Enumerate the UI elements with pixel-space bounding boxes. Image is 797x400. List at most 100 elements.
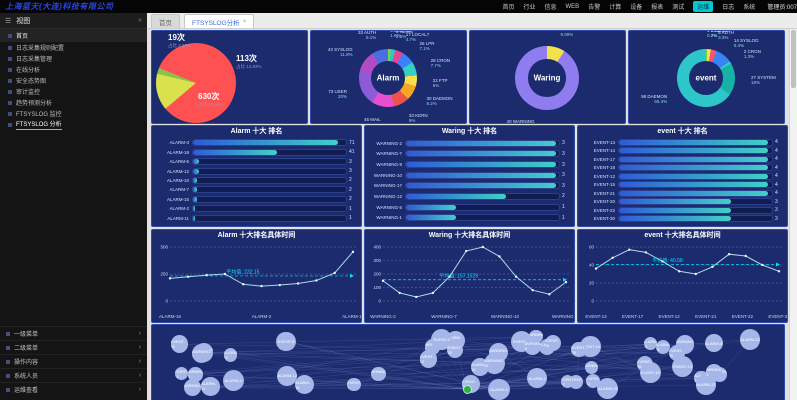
graph-node[interactable]: WARNING-20 — [188, 367, 203, 382]
bullet-icon — [8, 111, 12, 116]
bar-track — [618, 155, 773, 163]
svg-text:100: 100 — [373, 285, 381, 290]
bar-category-label: EVENT-17 — [593, 156, 615, 162]
chart-panel-donut-waring: Waring 4 CRON9.09% 40 WARNING90.91% — [469, 30, 626, 124]
graph-node[interactable]: ALARM-11 — [201, 377, 220, 396]
bullet-icon — [6, 373, 10, 378]
sidebar-bottom-label: 二级菜单 — [14, 346, 39, 352]
graph-node[interactable]: ALARM-8 — [704, 334, 723, 353]
status-node[interactable] — [463, 385, 472, 394]
graph-node[interactable]: ALARM-16 — [655, 339, 670, 354]
nav-item-行业[interactable]: 行业 — [523, 5, 536, 11]
graph-node[interactable]: ALARM-22 — [739, 329, 761, 350]
bar-fill — [619, 165, 769, 171]
bar-category-label: EVENT-22 — [593, 207, 615, 213]
sidebar-bottom-item-系统人员[interactable]: 系统人员 › — [0, 368, 147, 382]
sidebar-bottom-item-操作内容[interactable]: 操作内容 › — [0, 354, 147, 368]
bar-category-label: WARNING-2 — [376, 140, 402, 146]
tab-ftsyslog[interactable]: FTSYSLOG分析 × — [184, 14, 255, 28]
bar-row: WARNING-7 3 — [368, 150, 571, 158]
graph-node[interactable]: EVENT-27 — [560, 375, 575, 389]
sidebar-item-安全态势图[interactable]: 安全态势图 — [0, 75, 147, 86]
graph-node[interactable]: EVENT-5 — [347, 378, 361, 392]
graph-node[interactable]: WARNING-15 — [584, 361, 599, 375]
nav-item-计算[interactable]: 计算 — [609, 5, 622, 11]
sidebar-item-审计监控[interactable]: 审计监控 — [0, 86, 147, 97]
graph-node[interactable]: EVENT-33 — [447, 341, 464, 358]
graph-node[interactable]: EVENT-12 — [419, 350, 437, 368]
graph-node[interactable]: WARNING-25 — [524, 337, 542, 356]
x-tick-label: EVENT-30 — [768, 314, 788, 319]
svg-text:300: 300 — [373, 258, 381, 263]
graph-node[interactable]: EVENT-8 — [276, 331, 296, 351]
bullet-icon — [8, 45, 12, 50]
nav-item-告警[interactable]: 告警 — [588, 5, 601, 11]
bar-row: WARNING-17 3 — [368, 182, 571, 190]
close-icon[interactable]: × — [242, 19, 247, 25]
graph-node[interactable]: EVENT-21 — [586, 374, 601, 389]
sidebar-bottom-item-一级菜单[interactable]: 一级菜单 › — [0, 326, 147, 340]
sidebar-item-趋势预测分析[interactable]: 趋势预测分析 — [0, 97, 147, 108]
graph-node[interactable]: ALARM-3 — [488, 379, 510, 400]
nav-item-WEB[interactable]: WEB — [565, 3, 580, 10]
graph-node[interactable]: EVENT-31 — [174, 367, 188, 381]
nav-item-信息[interactable]: 信息 — [544, 5, 557, 11]
graph-node[interactable]: WARNING-5 — [184, 379, 202, 397]
bar-track — [405, 150, 560, 158]
sidebar-item-在线分析[interactable]: 在线分析 — [0, 64, 147, 75]
graph-node[interactable]: WARNING-7 — [191, 343, 212, 364]
pie-chart — [156, 43, 236, 123]
pie-value-label: 19次 占比 2.49% — [168, 33, 192, 49]
graph-node[interactable]: EVENT-18 — [544, 335, 561, 352]
graph-node[interactable]: EVENT-2 — [431, 328, 453, 350]
bar-category-label: ALARM-10 — [166, 177, 189, 183]
donut-center-label: Waring — [533, 73, 561, 83]
bar-value-label: 71 — [349, 139, 355, 146]
graph-node[interactable]: ALARM-10 — [643, 337, 658, 351]
graph-node[interactable]: ALARM-25 — [597, 377, 619, 399]
bar-row: ALARM-10 2 — [155, 176, 358, 184]
graph-node[interactable]: WARNING-3 — [370, 366, 386, 382]
graph-node[interactable]: ALARM-12 — [277, 365, 298, 386]
nav-item-日志[interactable]: 日志 — [722, 5, 735, 11]
sidebar-item-FTSYSLOG 监控[interactable]: FTSYSLOG 监控 — [0, 108, 147, 119]
nav-item-报表[interactable]: 报表 — [651, 5, 664, 11]
nav-item-系统[interactable]: 系统 — [743, 5, 756, 11]
nav-item-设备[interactable]: 设备 — [630, 5, 643, 11]
sidebar-header[interactable]: ☰ 视图 « — [0, 13, 147, 29]
sidebar-item-日志采集规则配置[interactable]: 日志采集规则配置 — [0, 42, 147, 53]
bar-list: ALARM-3 71 ALARM-18 41 ALARM-6 3 ALARM-12 3 ALAR… — [155, 138, 358, 223]
tab-home[interactable]: 首页 — [151, 14, 180, 28]
graph-node[interactable]: EVENT-35 — [636, 355, 653, 372]
graph-node[interactable]: EVENT-30 — [668, 344, 685, 362]
bar-value-label: 4 — [775, 156, 778, 163]
sidebar-item-首页[interactable]: 首页 — [0, 29, 147, 42]
graph-node[interactable]: EVENT-25 — [571, 341, 587, 358]
line-chart-title: event 十大排名具体时间 — [644, 232, 721, 239]
svg-text:0: 0 — [378, 299, 381, 304]
graph-node[interactable]: ALARM-30 — [294, 375, 315, 395]
chart-panel-network: ALARM-1ALARM-2ALARM-3ALARM-5ALARM-6ALARM… — [151, 324, 785, 400]
sidebar-item-FTSYSLOG 分析[interactable]: FTSYSLOG 分析 — [0, 119, 147, 130]
nav-item-运维[interactable]: 运维 — [693, 1, 714, 12]
collapse-icon[interactable]: « — [138, 17, 142, 24]
graph-node[interactable]: EVENT-22 — [170, 335, 189, 354]
bar-category-label: EVENT-21 — [593, 190, 615, 196]
graph-node[interactable]: WARNING-21 — [706, 363, 723, 380]
sidebar-item-日志采集管理[interactable]: 日志采集管理 — [0, 53, 147, 64]
bar-row: WARNING-2 3 — [368, 139, 571, 147]
bar-fill — [193, 196, 198, 202]
bar-track — [192, 186, 347, 194]
nav-item-首页[interactable]: 首页 — [502, 5, 515, 11]
graph-node[interactable]: WARNING-12 — [483, 352, 506, 374]
chart-panel-donut-alarm: Alarm 6 LOCAL0 1.6% 9 NEWS 2.5% 17 LOCAL7 4.7%… — [310, 30, 467, 124]
nav-item-测试[interactable]: 测试 — [672, 5, 685, 11]
sidebar-bottom-item-运维查看[interactable]: 运维查看 › — [0, 382, 147, 396]
graph-node[interactable]: ALARM-2 — [527, 368, 547, 389]
graph-node[interactable]: ALARM-15 — [223, 348, 238, 362]
graph-node[interactable]: ALARM-1 — [222, 369, 244, 391]
scrollbar[interactable] — [789, 28, 797, 400]
scrollbar-thumb[interactable] — [791, 30, 796, 88]
chevron-right-icon: › — [138, 330, 141, 337]
sidebar-bottom-item-二级菜单[interactable]: 二级菜单 › — [0, 340, 147, 354]
